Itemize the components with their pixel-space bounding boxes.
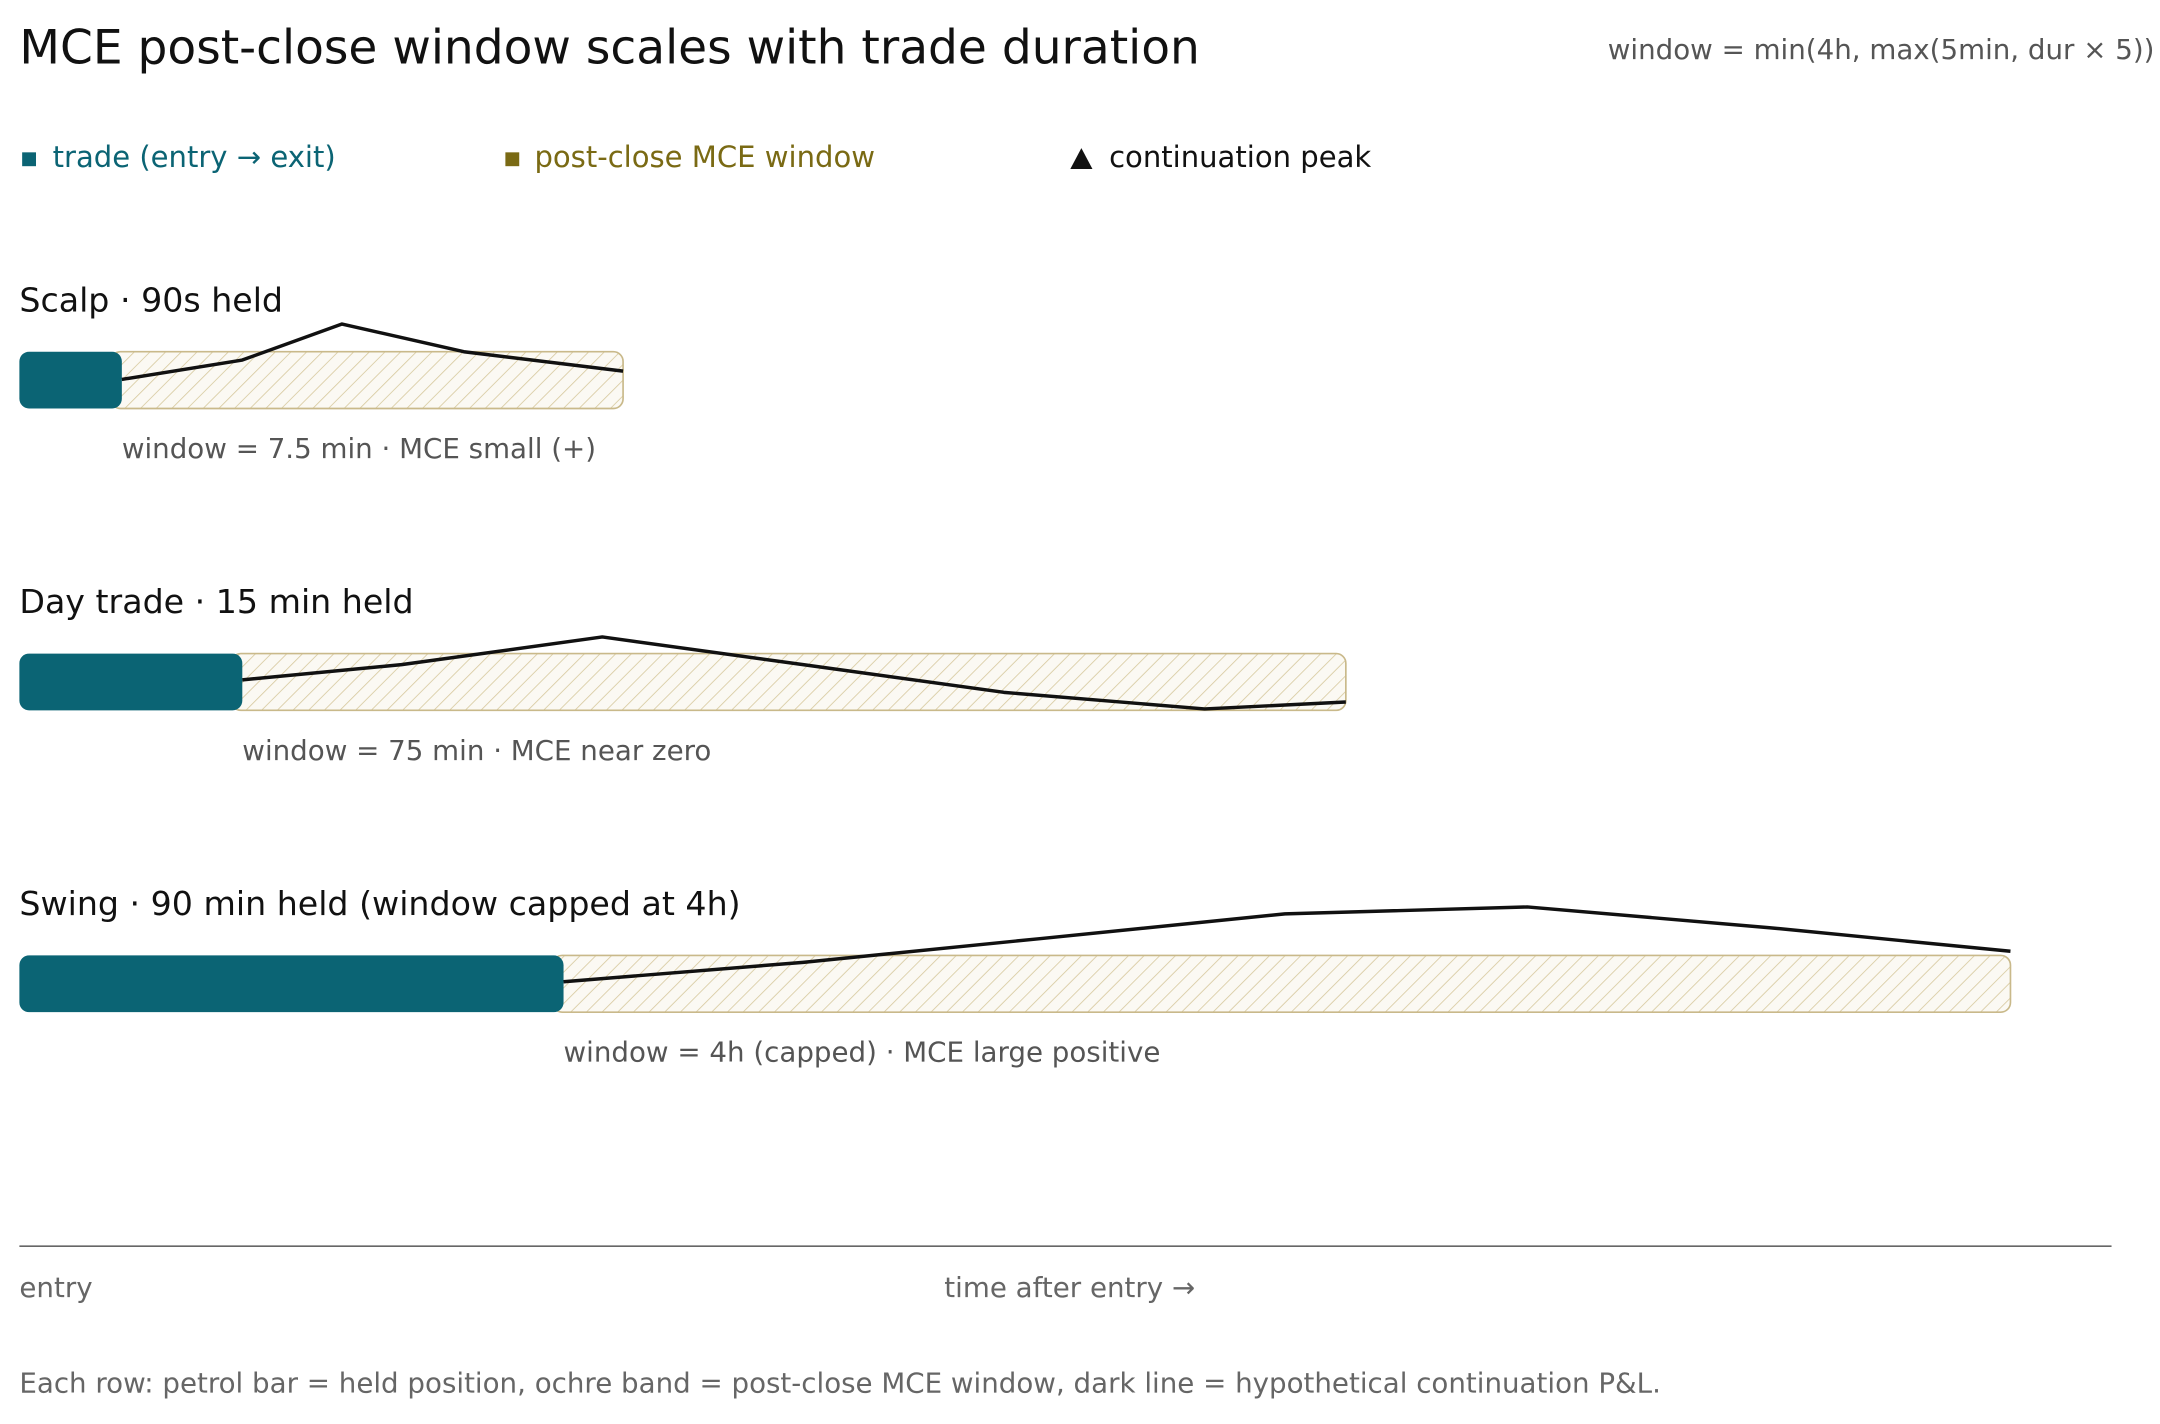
continuation-line xyxy=(563,905,2011,984)
row-label: Swing · 90 min held (window capped at 4h… xyxy=(19,884,740,923)
trade-bar xyxy=(19,653,243,711)
legend-marker xyxy=(22,152,36,167)
row-note: window = 4h (capped) · MCE large positiv… xyxy=(564,1036,1161,1069)
legend-label: post-close MCE window xyxy=(534,140,875,174)
title: MCE post-close window scales with trade … xyxy=(19,21,1200,76)
legend-label: trade (entry → exit) xyxy=(53,140,336,174)
axis-label: time after entry → xyxy=(944,1271,1195,1304)
trade-bar xyxy=(19,351,122,409)
row-note: window = 75 min · MCE near zero xyxy=(242,734,711,767)
row-label: Scalp · 90s held xyxy=(19,280,283,319)
continuation-line xyxy=(242,635,1346,711)
row-label: Day trade · 15 min held xyxy=(19,582,413,621)
legend-label: continuation peak xyxy=(1109,140,1371,174)
trade-bar xyxy=(19,955,564,1013)
legend-marker xyxy=(1070,148,1093,169)
axis-start: entry xyxy=(19,1271,92,1304)
formula: window = min(4h, max(5min, dur × 5)) xyxy=(1608,33,2155,66)
footer: Each row: petrol bar = held position, oc… xyxy=(19,1367,1660,1400)
row-note: window = 7.5 min · MCE small (+) xyxy=(122,432,596,465)
continuation-line xyxy=(121,322,624,382)
legend-marker xyxy=(505,152,520,167)
